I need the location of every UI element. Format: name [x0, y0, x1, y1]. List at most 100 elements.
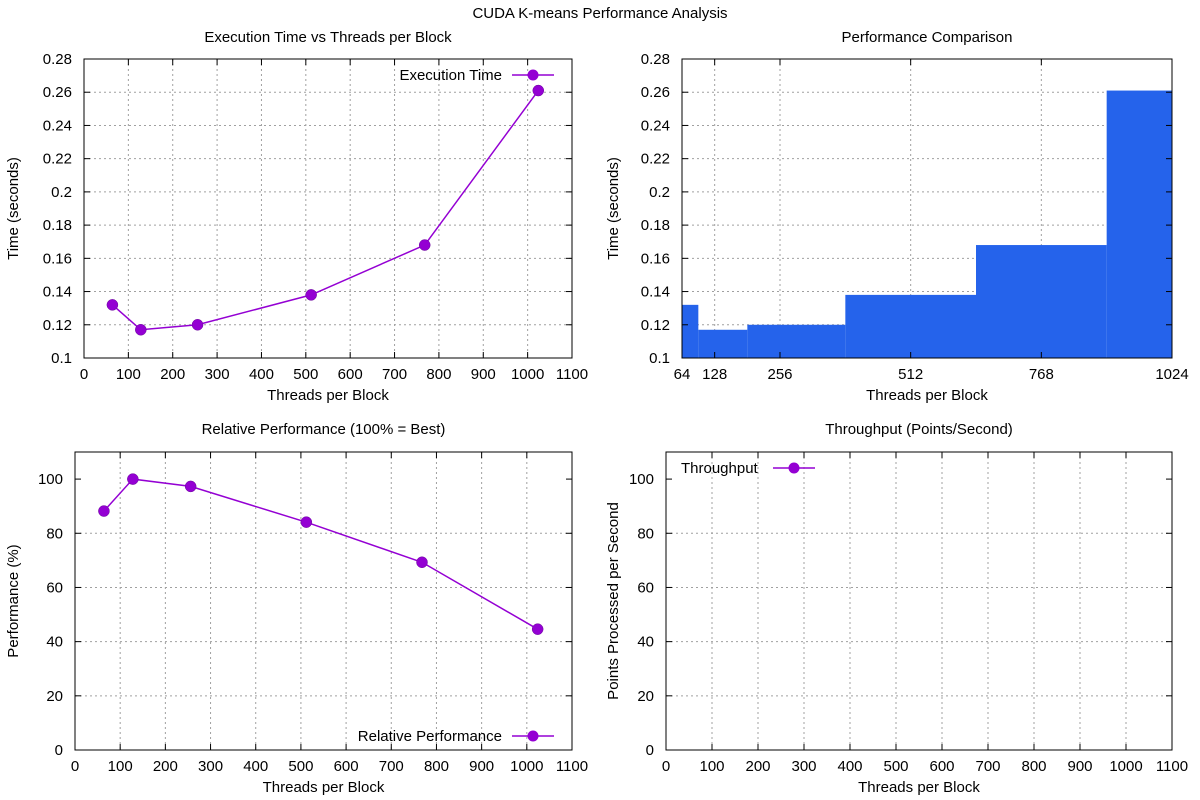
x-axis-label: Threads per Block: [858, 779, 980, 796]
bar-512: [845, 294, 976, 358]
data-point: [184, 480, 197, 493]
y-tick-label: 0.16: [43, 250, 72, 267]
legend-label: Relative Performance: [358, 728, 502, 745]
x-tick-label: 1100: [556, 758, 588, 775]
x-tick-label: 900: [469, 758, 494, 775]
legend-marker: [788, 462, 800, 474]
x-tick-label: 64: [674, 366, 691, 383]
data-point: [135, 324, 147, 336]
y-tick-label: 60: [637, 579, 654, 596]
y-tick-label: 0.18: [641, 217, 670, 234]
x-tick-label: 100: [699, 758, 724, 775]
data-point: [98, 505, 110, 517]
x-tick-label: 700: [382, 366, 407, 383]
chart-panel-1: 0.1 0.12 0.14 0.16 0.18 0.2 0.22 0.24 0.26 0.28 0 1…: [5, 29, 588, 404]
chart-title: Execution Time vs Threads per Block: [204, 29, 452, 46]
bar-128: [698, 329, 748, 358]
data-point: [418, 239, 431, 251]
y-tick-label: 0.22: [641, 151, 670, 168]
y-tick-label: 0: [646, 742, 654, 759]
x-tick-label: 800: [1021, 758, 1046, 775]
y-tick-label: 0.12: [43, 317, 72, 334]
y-axis-label: Time (seconds): [605, 157, 622, 260]
axis-ticks: 0.1 0.12 0.14 0.16 0.18 0.2 0.22 0.24 0.26 0.28 64…: [641, 51, 1189, 383]
x-tick-label: 768: [1029, 366, 1054, 383]
x-tick-label: 600: [929, 758, 954, 775]
legend-marker: [527, 69, 539, 81]
y-axis-label: Performance (%): [5, 544, 22, 657]
legend-marker: [527, 730, 539, 742]
y-tick-label: 0.18: [43, 217, 72, 234]
x-tick-label: 200: [153, 758, 178, 775]
x-axis-label: Threads per Block: [866, 387, 988, 404]
y-tick-label: 0.1: [51, 350, 72, 367]
legend-label: Execution Time: [399, 67, 502, 84]
data-point: [532, 84, 545, 97]
y-tick-label: 0.14: [641, 284, 670, 301]
x-tick-label: 0: [662, 758, 670, 775]
x-tick-label: 900: [1067, 758, 1092, 775]
y-tick-label: 0.22: [43, 151, 72, 168]
x-tick-label: 300: [198, 758, 223, 775]
data-point: [191, 319, 204, 331]
series-line: [98, 473, 544, 635]
x-tick-label: 500: [883, 758, 908, 775]
plot-frame: [83, 58, 573, 359]
legend: Relative Performance: [358, 728, 554, 745]
plot-frame: [681, 58, 1173, 359]
y-tick-label: 40: [46, 634, 63, 651]
plot-frame: [665, 451, 1173, 751]
y-axis-label: Points Processed per Second: [605, 502, 622, 700]
x-tick-label: 0: [80, 366, 88, 383]
figure-title: CUDA K-means Performance Analysis: [472, 5, 727, 22]
chart-title: Performance Comparison: [842, 29, 1013, 46]
data-point: [531, 623, 544, 635]
x-tick-label: 900: [471, 366, 496, 383]
y-tick-label: 0.16: [641, 250, 670, 267]
bar-1024: [1106, 90, 1172, 359]
y-tick-label: 0.26: [43, 84, 72, 101]
chart-panel-2: 0.1 0.12 0.14 0.16 0.18 0.2 0.22 0.24 0.26 0.28 64…: [605, 29, 1189, 404]
x-tick-label: 1024: [1155, 366, 1188, 383]
x-tick-label: 800: [426, 366, 451, 383]
x-tick-label: 200: [160, 366, 185, 383]
y-tick-label: 0.26: [641, 84, 670, 101]
x-axis-label: Threads per Block: [263, 779, 385, 796]
y-tick-label: 80: [46, 525, 63, 542]
x-tick-label: 800: [424, 758, 449, 775]
x-tick-label: 400: [243, 758, 268, 775]
y-tick-label: 0.12: [641, 317, 670, 334]
gridlines: [84, 59, 572, 358]
axis-ticks: 0.1 0.12 0.14 0.16 0.18 0.2 0.22 0.24 0.26 0.28 0 1…: [43, 51, 588, 383]
plot-frame: [74, 451, 573, 751]
legend: Execution Time: [399, 67, 554, 84]
x-tick-label: 700: [379, 758, 404, 775]
x-tick-label: 600: [334, 758, 359, 775]
x-axis-label: Threads per Block: [267, 387, 389, 404]
x-tick-label: 600: [338, 366, 363, 383]
gridlines: [666, 452, 1172, 750]
y-tick-label: 0.14: [43, 284, 72, 301]
legend-label: Throughput: [681, 460, 759, 477]
x-tick-label: 300: [791, 758, 816, 775]
series-path: [103, 478, 539, 630]
x-tick-label: 256: [767, 366, 792, 383]
y-tick-label: 0.2: [51, 184, 72, 201]
y-tick-label: 0.24: [641, 117, 670, 134]
x-tick-label: 500: [288, 758, 313, 775]
x-tick-label: 500: [293, 366, 318, 383]
x-tick-label: 200: [745, 758, 770, 775]
x-tick-label: 0: [71, 758, 79, 775]
y-tick-label: 0.24: [43, 117, 72, 134]
y-tick-label: 0.1: [649, 350, 670, 367]
x-tick-label: 512: [898, 366, 923, 383]
series-line: [106, 84, 545, 336]
y-tick-label: 60: [46, 579, 63, 596]
x-tick-label: 128: [702, 366, 727, 383]
y-tick-label: 0.28: [43, 51, 72, 68]
data-point: [127, 473, 139, 485]
x-tick-label: 1000: [510, 758, 543, 775]
